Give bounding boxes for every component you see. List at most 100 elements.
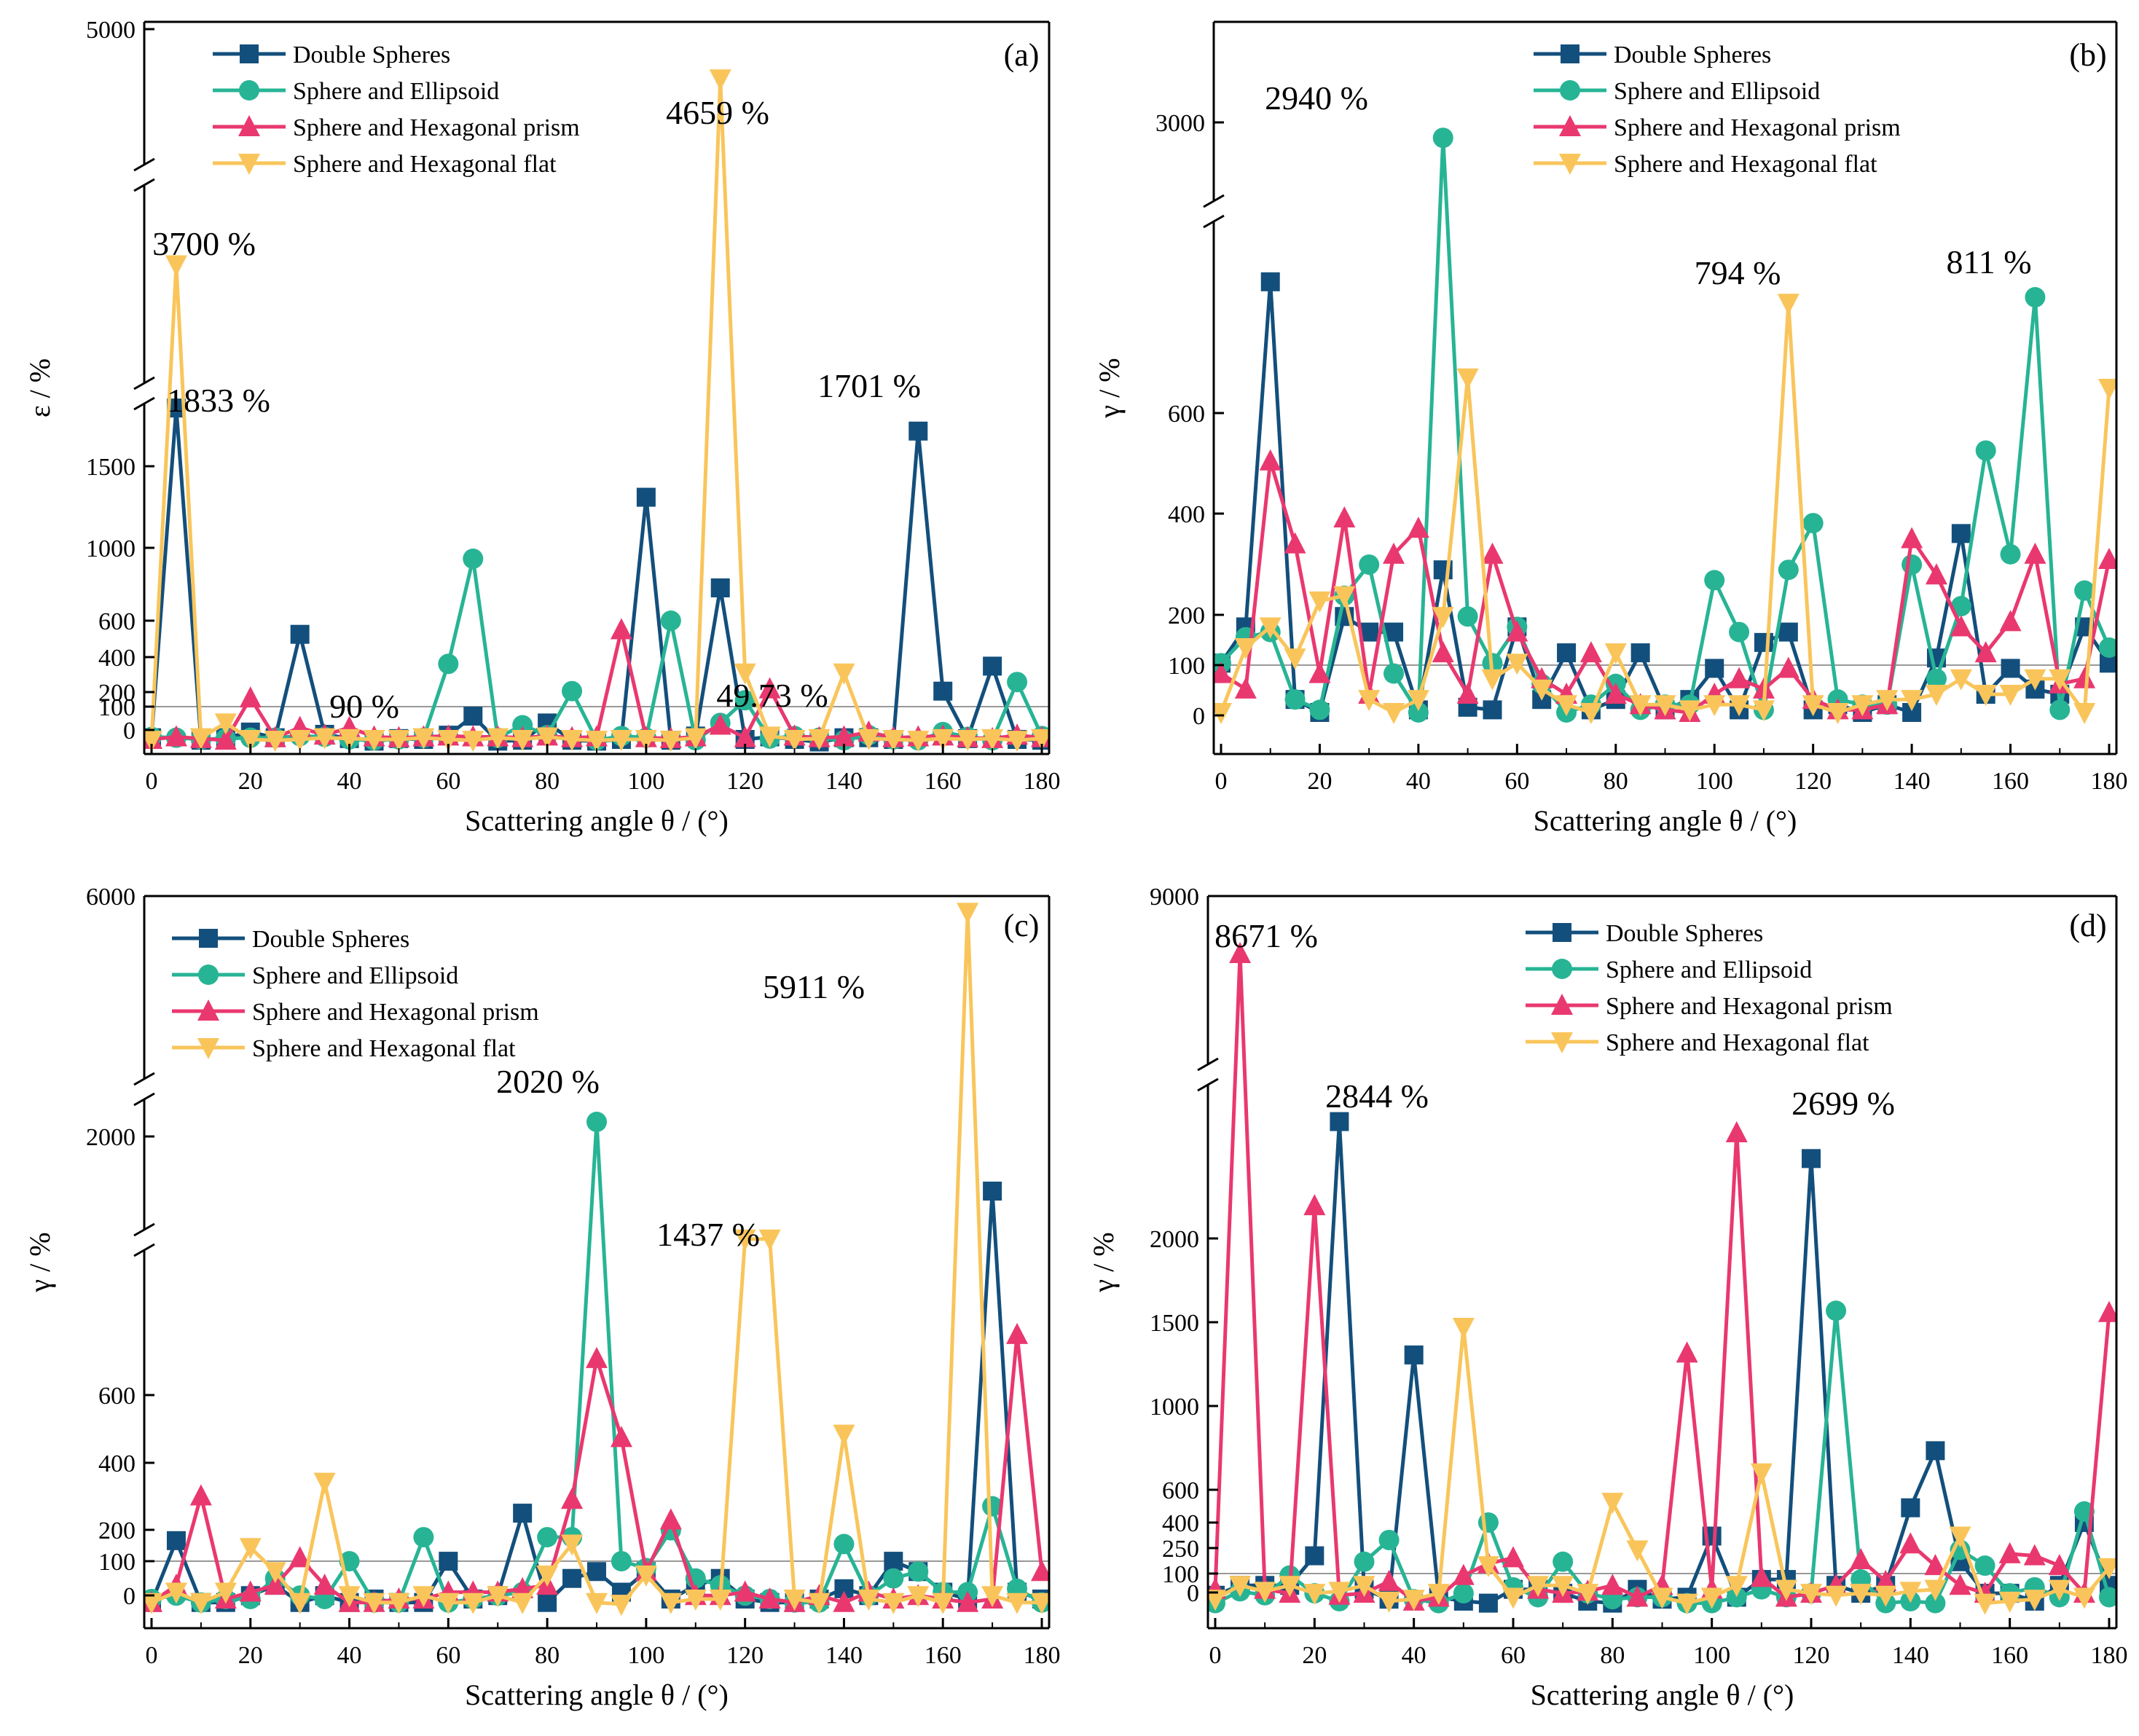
data-point xyxy=(857,1589,880,1611)
data-point xyxy=(1557,643,1577,663)
data-point xyxy=(1006,1322,1029,1344)
data-point xyxy=(536,1565,559,1587)
data-point xyxy=(1527,1576,1550,1598)
data-point xyxy=(439,1552,458,1571)
data-point xyxy=(833,725,855,747)
data-point xyxy=(833,663,855,685)
data-point xyxy=(1229,1576,1252,1598)
x-tick-label: 80 xyxy=(1604,768,1628,795)
data-point xyxy=(610,1595,632,1617)
data-point xyxy=(1826,1300,1847,1321)
data-point xyxy=(586,731,608,753)
data-point xyxy=(1456,683,1479,704)
legend-entry: Sphere and Ellipsoid xyxy=(1614,78,1820,105)
x-tick-label: 160 xyxy=(1992,768,2029,795)
data-point xyxy=(1477,1556,1499,1578)
data-point xyxy=(1750,1463,1773,1485)
data-point xyxy=(412,1586,435,1608)
data-point xyxy=(1778,622,1798,642)
x-tick-label: 60 xyxy=(1504,768,1529,795)
y-tick-label: 6000 xyxy=(86,884,136,911)
data-point xyxy=(981,728,1004,750)
data-point xyxy=(1452,1318,1475,1339)
plot-area xyxy=(1214,127,2116,724)
x-tick-label: 40 xyxy=(337,1642,362,1669)
x-tick-label: 20 xyxy=(238,768,263,795)
data-point xyxy=(1477,1512,1499,1533)
data-point xyxy=(1259,617,1282,639)
data-point xyxy=(2048,1579,2071,1601)
legend-entry: Sphere and Hexagonal prism xyxy=(1606,993,1893,1020)
data-point xyxy=(783,1589,806,1611)
data-point xyxy=(1974,641,1997,663)
x-axis-title: Scattering angle θ / (°) xyxy=(1534,804,1797,837)
legend-entry: Sphere and Hexagonal flat xyxy=(1614,151,1877,178)
data-point xyxy=(511,1592,534,1614)
data-point xyxy=(412,728,435,750)
series-line-double-spheres xyxy=(149,1189,1043,1605)
legend: Double Spheres Sphere and Ellipsoid Sphere… xyxy=(213,42,580,178)
legend: Double Spheres Sphere and Ellipsoid Sphere… xyxy=(1534,42,1901,178)
data-point xyxy=(1626,1585,1649,1607)
data-point xyxy=(1626,1540,1649,1562)
chart-panel-3: 0 20 40 60 80 100 120 140 160 180 0 100 200 400 600 200… xyxy=(23,884,1061,1711)
data-point xyxy=(487,728,509,750)
data-point xyxy=(1999,685,2022,707)
plot-area xyxy=(144,903,1049,1617)
data-point xyxy=(1407,517,1429,538)
data-point xyxy=(1604,683,1627,704)
x-axis-title: Scattering angle θ / (°) xyxy=(1531,1678,1794,1711)
data-point xyxy=(1309,699,1330,720)
data-point xyxy=(165,1582,187,1604)
data-point xyxy=(932,728,954,750)
data-point xyxy=(1358,690,1381,712)
data-point xyxy=(1676,1593,1698,1615)
annotation: 1701 % xyxy=(817,367,921,404)
x-tick-label: 100 xyxy=(1696,768,1733,795)
data-point xyxy=(1601,1574,1624,1595)
data-point xyxy=(587,1562,606,1582)
data-point xyxy=(363,730,385,751)
x-tick-label: 0 xyxy=(146,1642,158,1669)
data-point xyxy=(264,1574,286,1595)
data-point xyxy=(907,731,930,753)
y-tick-label: 1500 xyxy=(1150,1310,1199,1337)
y-tick-label: 100 xyxy=(1168,653,1205,680)
x-tick-label: 20 xyxy=(238,1642,263,1669)
x-tick-label: 180 xyxy=(2091,768,2128,795)
data-point xyxy=(1704,570,1725,591)
data-point xyxy=(1800,1584,1822,1606)
data-point xyxy=(2098,547,2116,569)
data-point xyxy=(511,730,534,751)
y-tick-label: 200 xyxy=(98,680,136,707)
x-tick-label: 60 xyxy=(1501,1642,1526,1669)
y-tick-label: 100 xyxy=(98,694,136,721)
data-point xyxy=(1506,653,1528,675)
data-point xyxy=(388,730,410,751)
data-point xyxy=(2001,659,2020,678)
data-point xyxy=(710,578,730,597)
legend-entry: Sphere and Hexagonal prism xyxy=(252,999,539,1026)
data-point xyxy=(2100,653,2116,673)
annotation: 2020 % xyxy=(496,1063,600,1100)
legend-marker xyxy=(1551,1032,1573,1053)
data-point xyxy=(2098,379,2116,401)
data-point xyxy=(214,728,237,750)
y-tick-label: 400 xyxy=(1162,1510,1199,1537)
data-point xyxy=(1506,620,1528,642)
x-tick-label: 80 xyxy=(535,768,560,795)
data-point xyxy=(734,663,756,685)
legend-marker xyxy=(1552,959,1572,979)
x-tick-label: 100 xyxy=(627,768,664,795)
series-line-sphere-and-ellipsoid xyxy=(151,557,1044,742)
data-point xyxy=(1404,1345,1424,1364)
data-point xyxy=(239,686,262,708)
axis-break-mark xyxy=(1197,1057,1219,1072)
legend-entry: Double Spheres xyxy=(1606,920,1763,947)
data-point xyxy=(783,730,806,751)
legend-marker xyxy=(1561,44,1579,63)
data-point xyxy=(709,713,731,735)
data-point xyxy=(734,726,756,747)
data-point xyxy=(1432,127,1453,149)
